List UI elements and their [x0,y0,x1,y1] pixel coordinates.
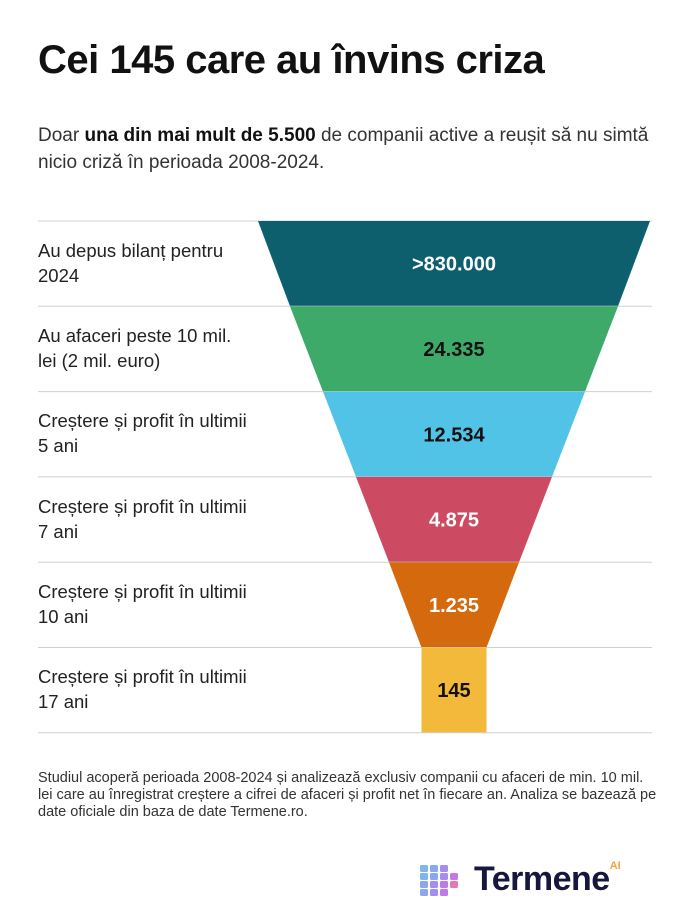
page-title: Cei 145 care au învins criza [38,38,545,82]
subtitle: Doar una din mai mult de 5.500 de compan… [38,122,658,176]
logo-cube [420,864,428,872]
funnel-segment [389,562,519,648]
logo-cube [420,872,428,880]
funnel-stage-label: Au afaceri peste 10 mil. lei (2 mil. eur… [38,324,232,371]
logo-cube [440,864,448,872]
subtitle-pre: Doar [38,125,85,146]
funnel-segment [421,647,487,733]
funnel-value-label: 24.335 [423,339,484,361]
funnel-segment [290,306,618,392]
subtitle-bold: una din mai mult de 5.500 [84,125,316,146]
logo-cube [430,880,438,888]
logo-cube [450,880,458,888]
logo-ai-badge: AI [609,859,621,872]
logo-cube [440,888,448,896]
funnel-segment [258,221,650,307]
logo-cube [430,888,438,896]
funnel-value-label: 145 [437,680,470,702]
logo-text: Termene [474,860,610,898]
funnel-stage-label: Creștere și profit în ultimii 10 ani [38,580,247,627]
logo-cube [420,888,428,896]
footnote: Studiul acoperă perioada 2008-2024 și an… [38,770,657,820]
logo-cube [430,864,438,872]
logo-cube [430,872,438,880]
funnel-value-label: 12.534 [423,424,485,446]
termene-logo: Termene AI [418,860,621,899]
logo-cube [420,880,428,888]
logo-cube [440,880,448,888]
funnel-segment [323,391,585,477]
cube-logo-icon [420,864,458,896]
logo-cube [450,872,458,880]
funnel-stage-label: Creștere și profit în ultimii 5 ani [38,410,247,457]
funnel-value-label: 1.235 [429,595,479,617]
funnel-stage-label: Creștere și profit în ultimii 17 ani [38,666,247,713]
funnel-stage-label: Creștere și profit în ultimii 7 ani [38,495,247,542]
funnel-value-label: >830.000 [412,254,496,276]
funnel-value-label: 4.875 [429,510,479,532]
funnel-stage-label: Au depus bilanț pentru 2024 [38,239,224,286]
subtitle-post: de companii active a reușit să nu simtă … [38,125,649,173]
funnel-segment [356,476,552,563]
logo-cube [440,872,448,880]
